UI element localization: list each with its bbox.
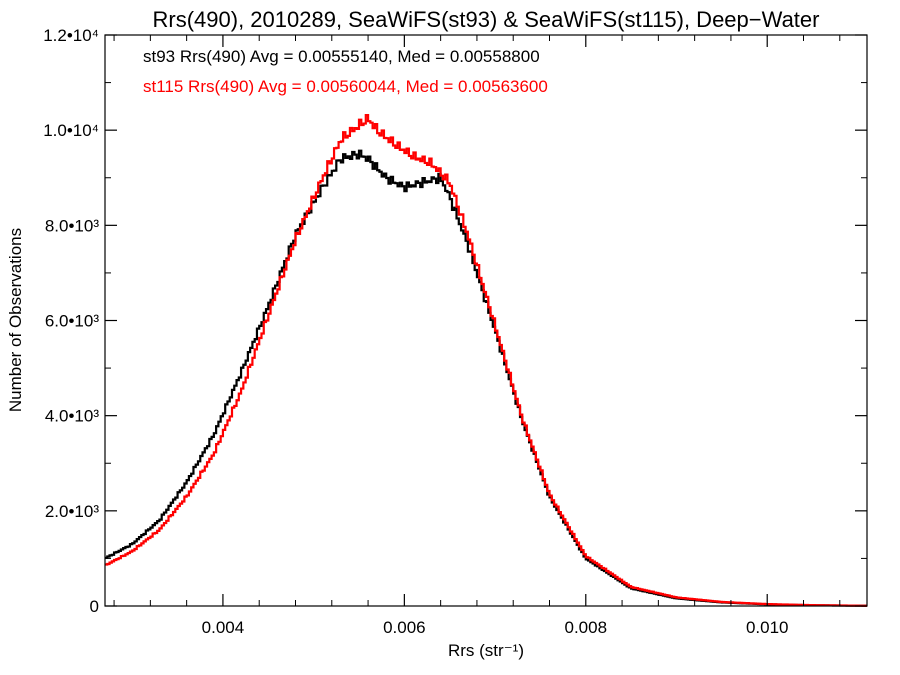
plot-frame	[104, 34, 868, 607]
x-tick-label: 0.010	[746, 618, 789, 637]
y-tick-label: 8.0•10³	[45, 216, 99, 235]
y-tick-label: 1.2•10⁴	[43, 26, 99, 45]
annotation-st93: st93 Rrs(490) Avg = 0.00555140, Med = 0.…	[143, 47, 540, 66]
series-layer	[105, 114, 867, 607]
y-tick-label: 6.0•10³	[45, 312, 99, 331]
y-axis-label: Number of Observations	[6, 228, 25, 412]
series-st115-line	[105, 114, 867, 607]
y-tick-label: 4.0•10³	[45, 407, 99, 426]
x-axis-label: Rrs (str⁻¹)	[448, 641, 524, 660]
series-st93-line	[105, 149, 867, 607]
x-tick-label: 0.006	[383, 618, 426, 637]
x-tick-label: 0.004	[202, 618, 245, 637]
tick-layer: 0.004 0.006 0.008 0.010 0 2.0•10³ 4.0•10³ 6.0•1…	[43, 26, 867, 637]
y-tick-label: 2.0•10³	[45, 502, 99, 521]
y-tick-label: 1.0•10⁴	[43, 121, 99, 140]
x-tick-label: 0.008	[565, 618, 608, 637]
y-tick-label: 0	[90, 597, 99, 616]
chart-title: Rrs(490), 2010289, SeaWiFS(st93) & SeaWi…	[153, 7, 820, 32]
annotation-st115: st115 Rrs(490) Avg = 0.00560044, Med = 0…	[143, 77, 548, 96]
